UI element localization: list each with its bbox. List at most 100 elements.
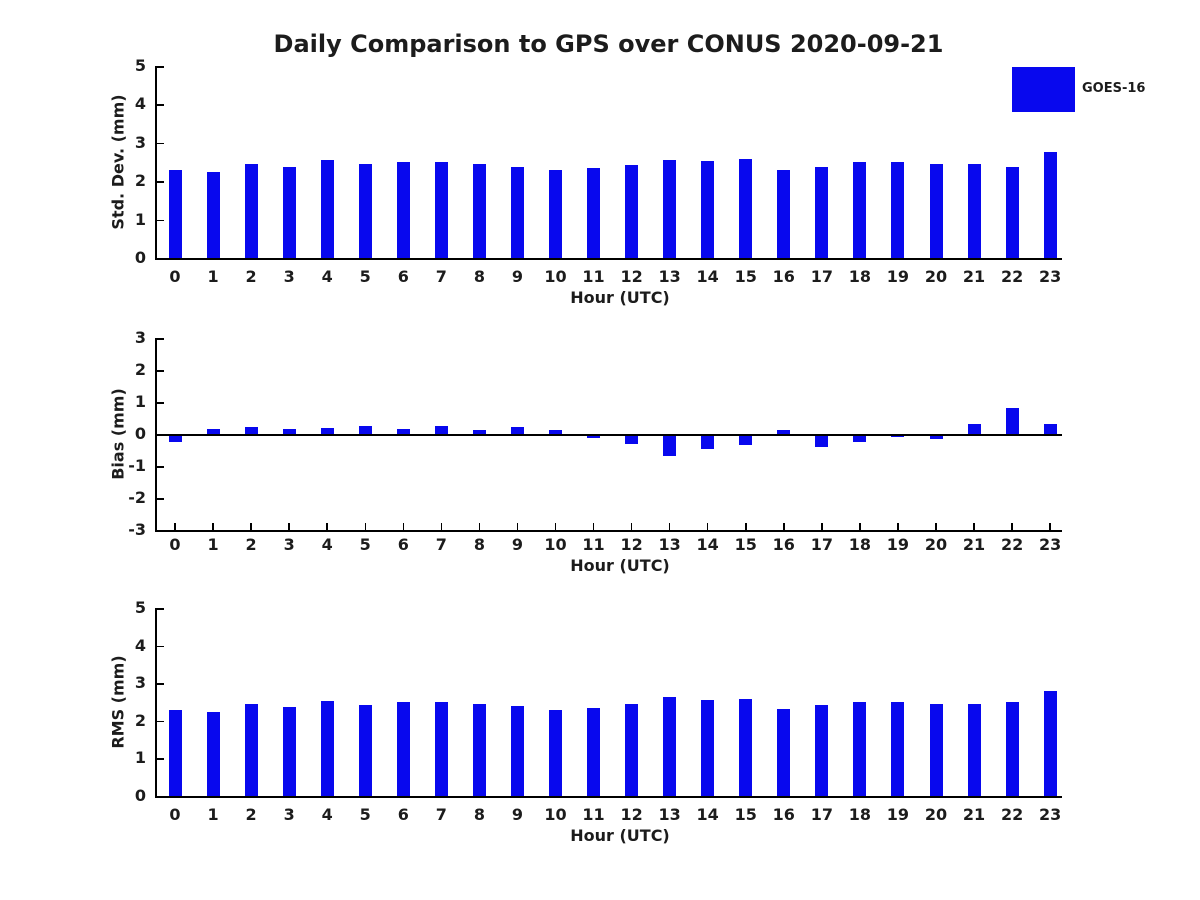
rms-bar-hour-4 (320, 700, 334, 796)
bias-x-tick (326, 523, 328, 530)
bias-x-tick (212, 523, 214, 530)
bias-x-axis-label: Hour (UTC) (570, 556, 670, 575)
stddev-bar-hour-7 (434, 162, 448, 258)
bias-x-tick (821, 523, 823, 530)
stddev-bar-hour-14 (701, 161, 715, 258)
rms-bar-hour-1 (206, 711, 220, 796)
rms-y-tick (156, 645, 164, 648)
rms-x-tick-label: 3 (283, 805, 295, 824)
rms-y-tick (156, 720, 164, 723)
bias-x-tick-label: 21 (962, 535, 986, 554)
stddev-bar-hour-19 (891, 162, 905, 258)
bias-bar-hour-9 (510, 426, 524, 434)
bias-bar-hour-2 (244, 426, 258, 434)
stddev-x-tick-label: 3 (283, 267, 295, 286)
stddev-bar-hour-5 (358, 164, 372, 258)
bias-x-tick-label: 23 (1039, 535, 1062, 554)
bias-x-tick-label: 13 (658, 535, 681, 554)
rms-x-tick-label: 8 (473, 805, 485, 824)
bias-bar-hour-11 (587, 435, 601, 439)
rms-x-tick-label: 1 (207, 805, 219, 824)
bias-y-tick (156, 466, 164, 468)
bias-x-tick (1049, 523, 1051, 530)
bias-x-tick-label: 16 (772, 535, 795, 554)
bias-bar-hour-12 (625, 435, 639, 444)
stddev-x-tick-label: 22 (1000, 267, 1024, 286)
bias-x-tick-label: 9 (511, 535, 523, 554)
bias-x-tick (745, 523, 747, 530)
bias-bar-hour-1 (206, 428, 220, 434)
bias-bar-hour-18 (853, 435, 867, 443)
stddev-x-tick-label: 20 (924, 267, 948, 286)
bias-x-tick (592, 523, 595, 530)
stddev-bar-hour-17 (815, 166, 829, 258)
stddev-bar-hour-12 (625, 165, 639, 258)
bias-x-tick (478, 523, 481, 530)
rms-y-tick (156, 796, 164, 798)
rms-x-tick-label: 14 (696, 805, 719, 824)
stddev-y-tick-label: 2 (134, 171, 146, 191)
bias-x-tick (783, 523, 785, 530)
bias-x-tick (440, 523, 443, 530)
stddev-x-tick-label: 9 (511, 267, 523, 286)
stddev-x-tick-label: 8 (473, 267, 485, 286)
rms-x-tick-label: 17 (810, 805, 833, 824)
stddev-x-tick-label: 18 (848, 267, 872, 286)
bias-x-tick (364, 523, 366, 530)
stddev-x-tick-label: 21 (962, 267, 986, 286)
rms-y-tick-label: 2 (134, 710, 146, 730)
rms-x-tick-label: 12 (620, 805, 643, 824)
bias-x-tick-label: 17 (810, 535, 833, 554)
bias-bar-hour-6 (396, 428, 410, 434)
bias-bar-hour-22 (1005, 407, 1019, 434)
bias-x-tick (288, 523, 290, 530)
bias-x-tick (668, 523, 671, 530)
bias-bar-hour-20 (929, 435, 943, 439)
rms-x-tick-label: 20 (924, 805, 948, 824)
stddev-bar-hour-0 (168, 170, 182, 258)
bias-y-tick-label: 1 (134, 392, 146, 411)
bias-y-tick-label: -2 (128, 488, 146, 507)
rms-bar-hour-12 (625, 704, 639, 796)
stddev-bar-hour-20 (929, 163, 943, 258)
rms-y-tick-label: 3 (134, 673, 146, 693)
stddev-x-tick-label: 15 (734, 267, 757, 286)
rms-bar-hour-22 (1005, 702, 1019, 796)
rms-bar-hour-3 (282, 706, 296, 796)
stddev-bar-hour-3 (282, 166, 296, 258)
bias-bar-hour-10 (549, 429, 562, 434)
rms-x-tick-label: 10 (544, 805, 567, 824)
rms-bar-hour-0 (168, 709, 182, 796)
stddev-x-tick-label: 17 (810, 267, 833, 286)
rms-x-tick-label: 9 (511, 805, 523, 824)
rms-bar-hour-17 (815, 705, 829, 796)
stddev-y-tick-label: 0 (134, 248, 146, 267)
stddev-y-tick (156, 258, 164, 260)
bias-y-tick-label: -3 (128, 520, 146, 539)
stddev-y-tick-label: 1 (134, 209, 146, 229)
stddev-x-tick-label: 12 (620, 267, 643, 286)
stddev-y-tick (156, 142, 164, 145)
stddev-bar-hour-21 (967, 164, 981, 258)
stddev-x-axis-label: Hour (UTC) (570, 288, 670, 307)
rms-bar-hour-16 (777, 709, 791, 796)
stddev-x-tick-label: 1 (207, 267, 219, 286)
stddev-x-tick-label: 10 (544, 267, 567, 286)
bias-bar-hour-0 (168, 435, 182, 442)
stddev-bar-hour-16 (777, 169, 791, 258)
bias-y-tick (156, 530, 164, 532)
stddev-x-tick-label: 23 (1039, 267, 1062, 286)
bias-bar-hour-14 (701, 435, 715, 450)
bias-bar-hour-15 (739, 435, 753, 445)
stddev-bar-hour-8 (472, 163, 486, 258)
stddev-y-tick (156, 219, 164, 222)
bias-x-tick-label: 2 (245, 535, 257, 554)
rms-y-axis (155, 608, 157, 798)
stddev-bar-hour-10 (549, 170, 562, 258)
stddev-x-tick-label: 5 (359, 267, 371, 286)
bias-y-tick (156, 498, 164, 500)
bias-x-tick-label: 6 (397, 535, 409, 554)
bias-y-tick-label: 2 (134, 360, 146, 379)
figure-title: Daily Comparison to GPS over CONUS 2020-… (273, 30, 944, 58)
stddev-y-tick (156, 181, 164, 183)
